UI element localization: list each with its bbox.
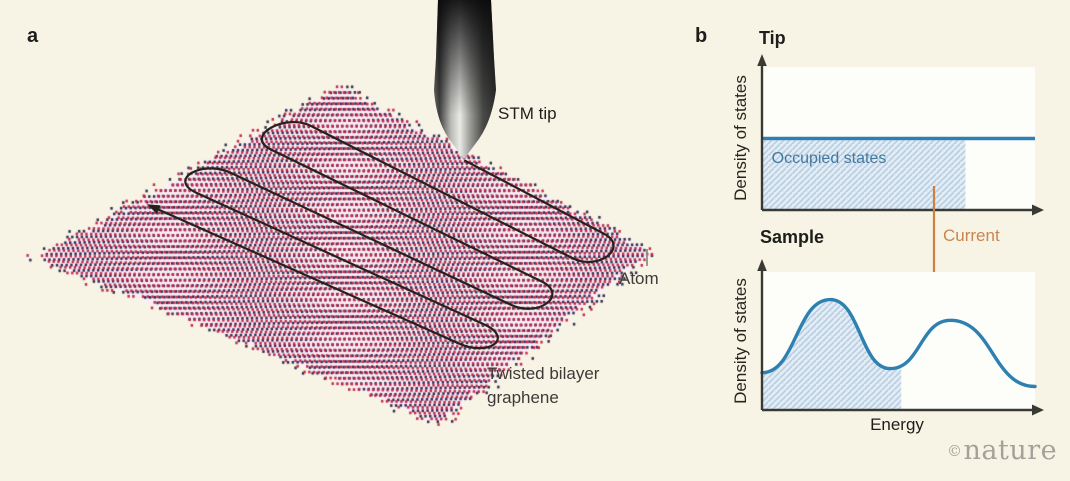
copyright-icon: © bbox=[947, 442, 963, 460]
tip-plot bbox=[757, 54, 1044, 216]
material-label-line2: graphene bbox=[487, 388, 559, 407]
stm-tip-icon bbox=[434, 0, 496, 159]
tip-yaxis-label: Density of states bbox=[731, 75, 750, 201]
panel-b-label: b bbox=[695, 25, 708, 47]
material-label-line1: Twisted bilayer bbox=[487, 364, 600, 383]
atom-label: Atom bbox=[619, 269, 659, 288]
stm-tip-label: STM tip bbox=[498, 104, 557, 123]
nature-watermark: ©nature bbox=[947, 436, 1057, 466]
sample-plot-title: Sample bbox=[760, 227, 825, 247]
sample-dos-curve bbox=[760, 297, 1037, 389]
current-label: Current bbox=[943, 226, 1000, 245]
material-label: Twisted bilayer graphene bbox=[487, 362, 657, 410]
occupied-states-label: Occupied states bbox=[771, 150, 887, 167]
tip-plot-title: Tip bbox=[759, 28, 786, 48]
sample-plot bbox=[757, 259, 1044, 416]
sample-occupied-region bbox=[762, 299, 902, 410]
nature-wordmark: nature bbox=[963, 435, 1058, 466]
panel-a-label: a bbox=[27, 25, 39, 47]
tip-occupied-region bbox=[763, 140, 966, 209]
sample-yaxis-label: Density of states bbox=[731, 278, 750, 404]
scan-path bbox=[157, 121, 615, 350]
scan-direction-arrow-icon bbox=[146, 204, 161, 214]
energy-xaxis-label: Energy bbox=[870, 415, 924, 434]
